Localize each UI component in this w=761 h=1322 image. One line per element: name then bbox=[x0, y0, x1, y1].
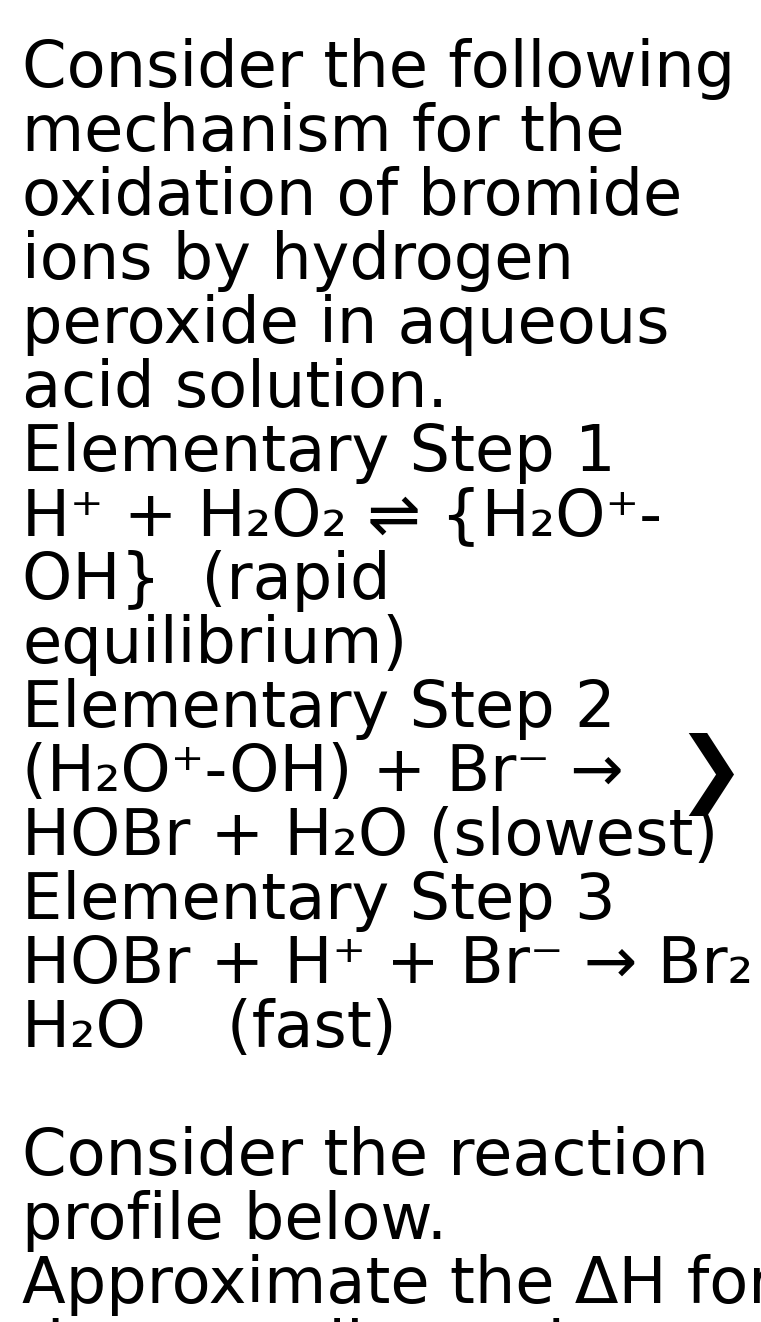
Text: ions by hydrogen: ions by hydrogen bbox=[22, 230, 574, 292]
Text: Approximate the ΔH for: Approximate the ΔH for bbox=[22, 1255, 761, 1315]
Text: Elementary Step 1: Elementary Step 1 bbox=[22, 422, 616, 484]
Text: (H₂O⁺-OH) + Br⁻ →: (H₂O⁺-OH) + Br⁻ → bbox=[22, 742, 624, 804]
Text: the overall reaction.: the overall reaction. bbox=[22, 1318, 665, 1322]
Text: Consider the following: Consider the following bbox=[22, 38, 735, 100]
Text: Elementary Step 3: Elementary Step 3 bbox=[22, 870, 616, 932]
Text: mechanism for the: mechanism for the bbox=[22, 102, 625, 164]
Text: equilibrium): equilibrium) bbox=[22, 613, 407, 676]
Text: Elementary Step 2: Elementary Step 2 bbox=[22, 678, 616, 740]
Text: oxidation of bromide: oxidation of bromide bbox=[22, 167, 683, 227]
Text: Consider the reaction: Consider the reaction bbox=[22, 1126, 708, 1188]
Text: OH}  (rapid: OH} (rapid bbox=[22, 550, 390, 612]
Text: HOBr + H⁺ + Br⁻ → Br₂ +: HOBr + H⁺ + Br⁻ → Br₂ + bbox=[22, 935, 761, 995]
Text: HOBr + H₂O (slowest): HOBr + H₂O (slowest) bbox=[22, 806, 718, 869]
Text: peroxide in aqueous: peroxide in aqueous bbox=[22, 293, 670, 356]
Text: profile below.: profile below. bbox=[22, 1190, 447, 1252]
Text: acid solution.: acid solution. bbox=[22, 358, 447, 420]
Text: H₂O    (fast): H₂O (fast) bbox=[22, 998, 396, 1060]
Text: H⁺ + H₂O₂ ⇌ {H₂O⁺-: H⁺ + H₂O₂ ⇌ {H₂O⁺- bbox=[22, 486, 662, 549]
Text: ❯: ❯ bbox=[675, 732, 745, 816]
